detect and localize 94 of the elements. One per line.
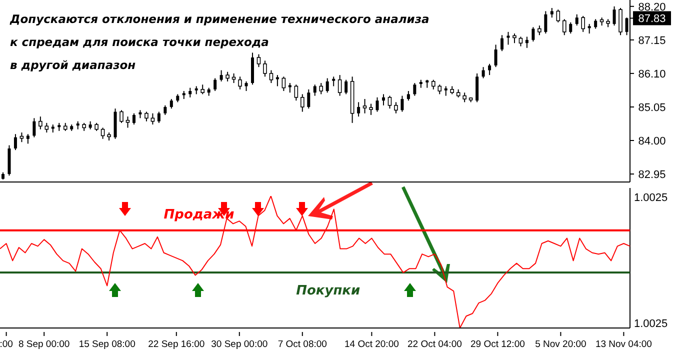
- candlestick: [618, 7, 622, 36]
- x-tick-label: 22 Sep 16:00: [148, 339, 205, 350]
- candlestick: [44, 122, 49, 134]
- candlestick: [518, 36, 523, 47]
- candlestick: [144, 111, 148, 122]
- x-tick-label: :00: [0, 339, 13, 350]
- candlestick: [406, 90, 410, 102]
- candlestick: [362, 98, 367, 114]
- candlestick: [394, 102, 398, 114]
- x-tick-label: 13 Nov 04:00: [595, 339, 652, 350]
- candlestick: [369, 103, 373, 116]
- candlestick: [482, 66, 485, 79]
- candlestick: [431, 79, 436, 90]
- y-tick-label: 88.20: [638, 1, 666, 14]
- y-tick-label: 86.10: [638, 68, 666, 80]
- candlestick: [438, 84, 442, 95]
- x-tick-label: 15 Sep 08:00: [78, 339, 136, 350]
- candlestick: [326, 78, 329, 94]
- x-tick-label: 30 Sep 00:00: [211, 339, 268, 350]
- candlestick: [594, 18, 598, 30]
- candlestick: [164, 104, 167, 116]
- candlestick: [32, 118, 36, 138]
- candlestick: [214, 78, 217, 92]
- candlestick: [388, 95, 392, 110]
- candlestick: [400, 95, 404, 112]
- candlestick: [506, 31, 510, 46]
- candlestick: [294, 84, 298, 102]
- candlestick: [282, 76, 286, 92]
- candlestick: [575, 14, 578, 26]
- candlestick: [150, 112, 155, 126]
- candlestick: [300, 94, 304, 112]
- candlestick: [538, 25, 542, 36]
- candlestick: [238, 76, 242, 90]
- candlestick: [500, 34, 504, 52]
- candlestick: [413, 82, 416, 96]
- candlestick: [569, 22, 572, 34]
- candlestick: [588, 23, 591, 34]
- candlestick: [319, 82, 324, 95]
- candlestick: [170, 98, 173, 110]
- y-tick-label: 87.83: [638, 13, 666, 26]
- candlestick: [14, 134, 17, 151]
- candlestick: [276, 74, 279, 87]
- y-tick-label: 87.15: [638, 34, 666, 47]
- candlestick: [544, 10, 548, 34]
- y-tick-label: 84.00: [638, 135, 666, 148]
- candlestick: [38, 116, 42, 130]
- candlestick: [256, 54, 261, 68]
- candlestick: [263, 60, 267, 78]
- ref-line-label: Покупки: [296, 284, 360, 299]
- candlestick: [100, 127, 105, 140]
- candlestick: [488, 63, 492, 76]
- candlestick: [332, 76, 336, 87]
- x-tick-label: 7 Oct 08:00: [278, 339, 327, 350]
- y-tick-label: 82.95: [638, 169, 666, 182]
- candlestick: [157, 111, 160, 124]
- candlestick: [269, 70, 274, 84]
- candlestick: [532, 26, 535, 42]
- candlestick: [220, 70, 223, 82]
- candlestick: [338, 74, 342, 96]
- candlestick: [244, 80, 248, 92]
- candlestick: [612, 6, 616, 26]
- text: 1.0025: [634, 192, 668, 204]
- candlestick: [132, 112, 136, 126]
- candlestick: [562, 18, 566, 36]
- candlestick: [226, 71, 230, 82]
- candlestick: [188, 87, 192, 98]
- candlestick: [462, 92, 466, 103]
- x-tick-label: 22 Oct 04:00: [407, 339, 462, 350]
- candlestick: [494, 44, 498, 68]
- candlestick: [200, 84, 205, 95]
- candlestick: [376, 96, 379, 112]
- candlestick: [26, 134, 30, 144]
- x-tick-label: 5 Nov 20:00: [535, 339, 586, 350]
- y-tick-label: 85.05: [638, 102, 666, 114]
- x-tick-label: 14 Oct 20:00: [344, 339, 399, 350]
- candlestick: [444, 86, 448, 96]
- candlestick: [120, 110, 124, 124]
- candlestick: [288, 82, 292, 94]
- text: 1.0025: [634, 318, 668, 330]
- candlestick: [382, 94, 385, 106]
- candlestick: [357, 102, 360, 118]
- candlestick: [512, 33, 516, 44]
- text: Допускаются отклонения и применение технического анализа к спредам для поиска точки перехода в другой диапазон: [10, 11, 430, 74]
- x-tick-label: 8 Sep 00:00: [18, 339, 70, 350]
- candlestick: [556, 9, 560, 23]
- candlestick: [476, 72, 479, 103]
- candlestick: [581, 15, 585, 32]
- candlestick: [550, 7, 554, 18]
- candlestick: [313, 84, 316, 96]
- candlestick: [525, 36, 528, 48]
- candlestick: [307, 88, 310, 110]
- x-tick-label: 29 Oct 12:00: [470, 339, 525, 350]
- candlestick: [344, 79, 348, 95]
- legend-label: Продажи: [164, 207, 234, 222]
